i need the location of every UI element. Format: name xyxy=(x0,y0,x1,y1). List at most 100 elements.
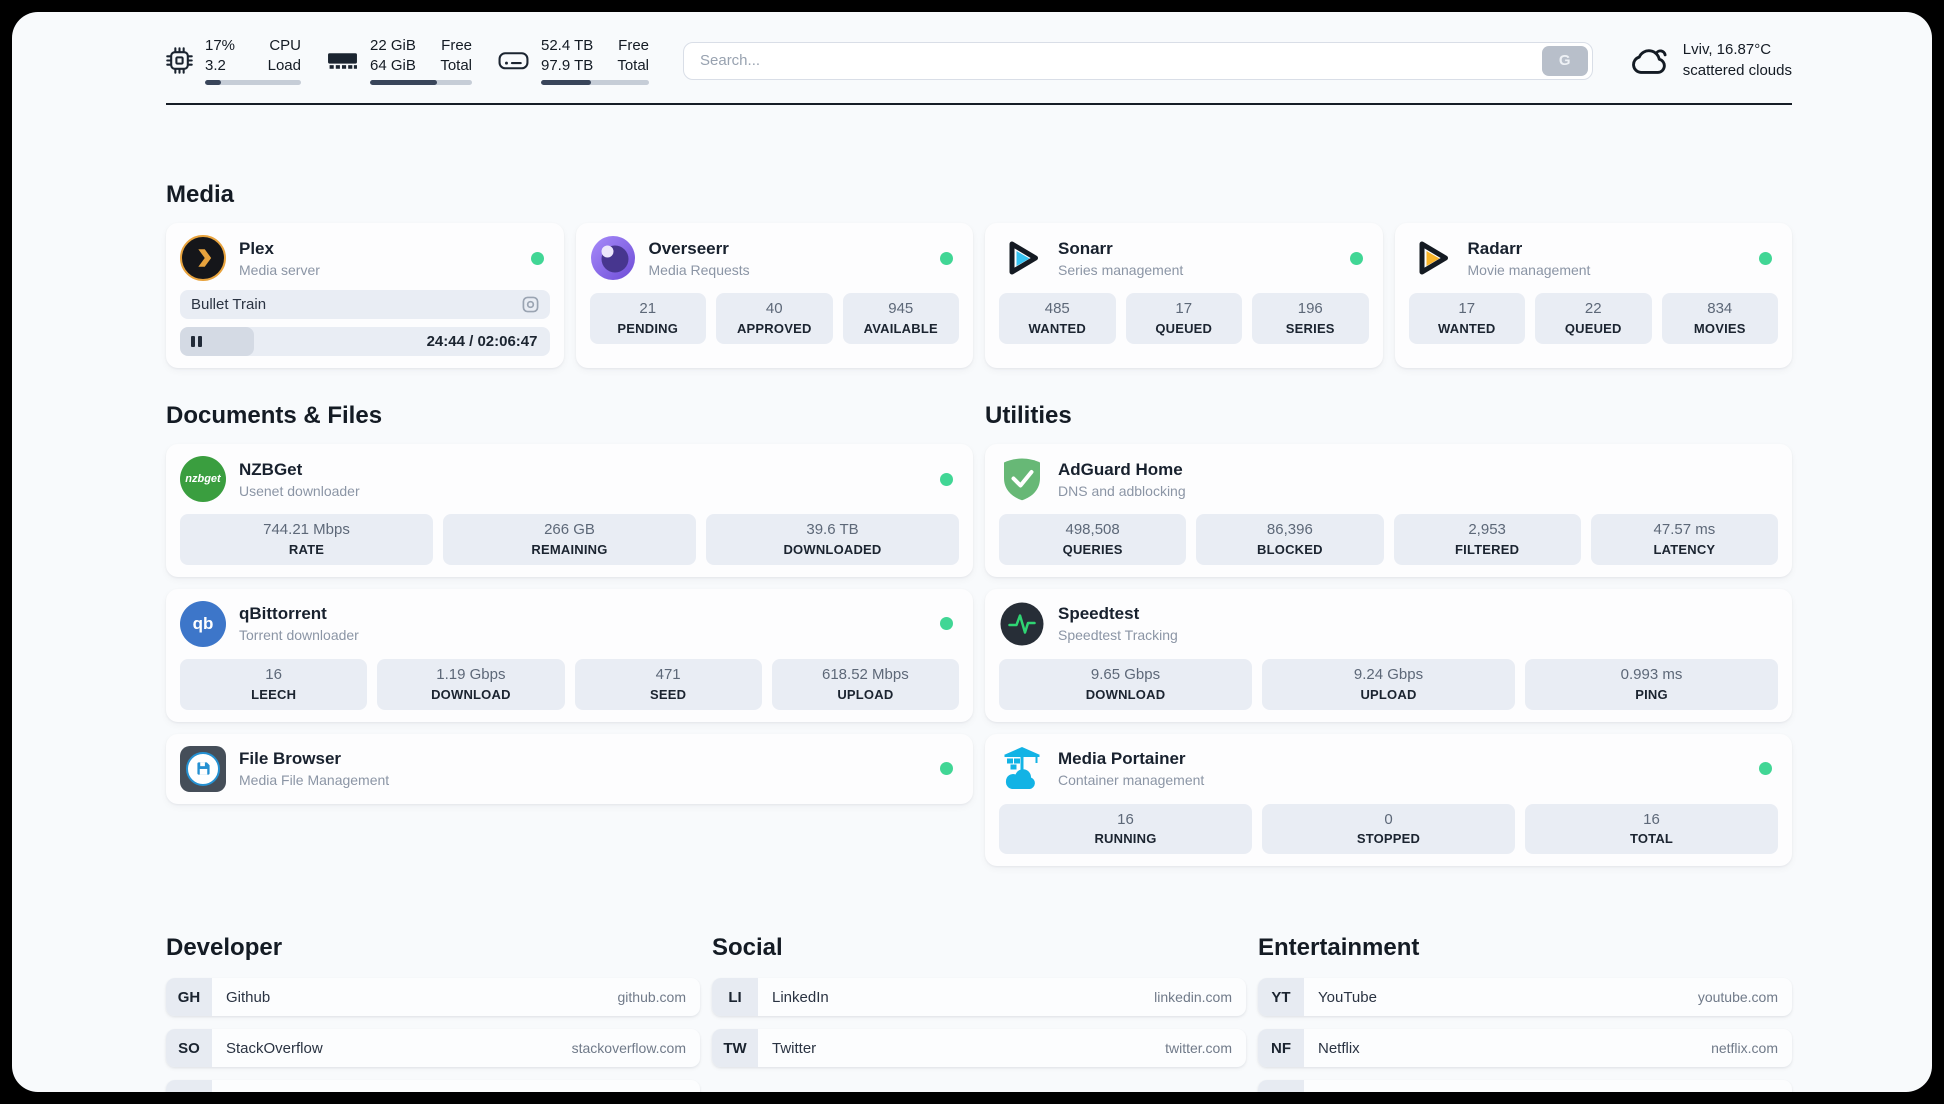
cpu-values: 17% 3.2 xyxy=(205,37,236,74)
stat-seed: 471 SEED xyxy=(574,658,762,710)
weather-location-temp: Lviv, 16.87°C xyxy=(1682,41,1772,59)
app-subtitle: DNS and adblocking xyxy=(1058,482,1186,499)
link-reddit[interactable]: RE Reddit reddit.com xyxy=(1258,1080,1792,1092)
app-title: Media Portainer xyxy=(1058,749,1186,768)
overseerr-card[interactable]: Overseerr Media Requests 21 PENDING 40 A… xyxy=(575,223,973,368)
link-url: dev.to xyxy=(649,1091,686,1092)
app-subtitle: Media server xyxy=(239,261,320,278)
nzbget-icon: nzbget xyxy=(180,456,226,502)
link-youtube[interactable]: YT YouTube youtube.com xyxy=(1258,978,1792,1017)
disk-labels: Free Total xyxy=(617,37,649,74)
stat-download: 1.19 Gbps DOWNLOAD xyxy=(377,658,565,710)
adguard-card[interactable]: AdGuard Home DNS and adblocking 498,508 … xyxy=(985,444,1792,577)
app-title: Sonarr xyxy=(1058,238,1113,258)
hard-drive-icon xyxy=(498,49,529,72)
stat-download: 9.65 Gbps DOWNLOAD xyxy=(999,658,1252,710)
ram-progress-bar xyxy=(370,80,472,85)
link-badge: GH xyxy=(166,978,212,1017)
link-url: linkedin.com xyxy=(1154,989,1232,1006)
disk-values: 52.4 TB 97.9 TB xyxy=(541,37,594,74)
link-netflix[interactable]: NF Netflix netflix.com xyxy=(1258,1029,1792,1068)
sonarr-card[interactable]: Sonarr Series management 485 WANTED 17 Q… xyxy=(985,223,1383,368)
link-github[interactable]: GH Github github.com xyxy=(166,978,700,1017)
link-linkedin[interactable]: LI LinkedIn linkedin.com xyxy=(712,978,1246,1017)
speedtest-icon xyxy=(999,601,1045,647)
link-twitter[interactable]: TW Twitter twitter.com xyxy=(712,1029,1246,1068)
search-engine-button[interactable]: G xyxy=(1541,45,1588,76)
nzbget-card[interactable]: nzbget NZBGet Usenet downloader 744.21 M… xyxy=(166,444,973,577)
stat-upload: 618.52 Mbps UPLOAD xyxy=(771,658,959,710)
section-heading-entertainment: Entertainment xyxy=(1258,934,1420,962)
utilities-column: Utilities AdGuard Home DNS and adblockin… xyxy=(985,402,1792,878)
status-dot xyxy=(1759,762,1772,775)
cpu-metric: 17% 3.2 CPU Load xyxy=(166,36,301,85)
stat-latency: 47.57 ms LATENCY xyxy=(1590,514,1778,565)
ram-values: 22 GiB 64 GiB xyxy=(370,37,416,74)
filebrowser-card[interactable]: File Browser Media File Management xyxy=(166,733,973,804)
link-url: reddit.com xyxy=(1713,1091,1778,1092)
link-badge: RE xyxy=(1258,1080,1304,1092)
stat-downloaded: 39.6 TB DOWNLOADED xyxy=(706,514,959,565)
link-url: youtube.com xyxy=(1697,989,1778,1006)
stat-approved: 40 APPROVED xyxy=(716,293,833,344)
link-badge: YT xyxy=(1258,978,1304,1017)
search-bar: G xyxy=(683,41,1593,80)
app-title: AdGuard Home xyxy=(1058,459,1183,479)
cpu-labels: CPU Load xyxy=(267,37,301,74)
adguard-icon xyxy=(999,456,1045,502)
now-playing-row: Bullet Train xyxy=(180,290,550,319)
ram-labels: Free Total xyxy=(440,37,472,74)
stat-upload: 9.24 Gbps UPLOAD xyxy=(1262,658,1515,710)
radarr-card[interactable]: Radarr Movie management 17 WANTED 22 QUE… xyxy=(1394,223,1792,368)
stat-wanted: 17 WANTED xyxy=(1408,293,1525,344)
stat-wanted: 485 WANTED xyxy=(999,293,1116,344)
playback-progress-bar: 24:44 / 02:06:47 xyxy=(180,327,550,356)
section-heading-media: Media xyxy=(166,181,235,208)
stat-series: 196 SERIES xyxy=(1252,293,1369,344)
link-badge: NF xyxy=(1258,1029,1304,1068)
stat-remaining: 266 GB REMAINING xyxy=(443,514,696,565)
stat-filtered: 2,953 FILTERED xyxy=(1393,514,1581,565)
link-dev[interactable]: DT DEV dev.to xyxy=(166,1080,700,1092)
cloud-icon xyxy=(1629,44,1671,77)
now-playing-title: Bullet Train xyxy=(191,296,267,313)
link-stackoverflow[interactable]: SO StackOverflow stackoverflow.com xyxy=(166,1029,700,1068)
link-name: DEV xyxy=(226,1091,257,1092)
section-heading-documents: Documents & Files xyxy=(166,402,383,429)
ram-icon xyxy=(327,50,358,71)
qbittorrent-card[interactable]: qb qBittorrent Torrent downloader 16 LEE… xyxy=(166,588,973,722)
top-bar: 17% 3.2 CPU Load xyxy=(166,12,1792,105)
link-name: Github xyxy=(226,988,271,1006)
link-badge: SO xyxy=(166,1029,212,1068)
link-name: Netflix xyxy=(1318,1039,1360,1057)
entertainment-links-column: Entertainment YT YouTube youtube.com NF … xyxy=(1258,934,1792,1092)
link-name: StackOverflow xyxy=(226,1039,323,1057)
link-name: Twitter xyxy=(772,1039,817,1057)
portainer-card[interactable]: Media Portainer Container management 16 … xyxy=(985,733,1792,867)
pause-button[interactable] xyxy=(191,327,202,356)
section-heading-social: Social xyxy=(712,934,783,962)
app-subtitle: Usenet downloader xyxy=(239,482,360,499)
speedtest-card[interactable]: Speedtest Speedtest Tracking 9.65 Gbps D… xyxy=(985,588,1792,722)
stat-running: 16 RUNNING xyxy=(999,803,1252,855)
search-input[interactable] xyxy=(683,41,1593,80)
media-card-grid: Plex Media server Bullet Train 24:44 / 0… xyxy=(166,223,1792,368)
weather-widget: Lviv, 16.87°C scattered clouds xyxy=(1629,40,1792,81)
stat-available: 945 AVAILABLE xyxy=(842,293,959,344)
app-title: Radarr xyxy=(1467,238,1523,258)
link-name: Reddit xyxy=(1318,1091,1361,1092)
link-name: YouTube xyxy=(1318,988,1377,1006)
qbittorrent-icon: qb xyxy=(180,600,226,647)
portainer-icon xyxy=(999,746,1045,792)
stat-pending: 21 PENDING xyxy=(589,293,706,344)
app-title: qBittorrent xyxy=(239,604,327,624)
now-playing-icon[interactable] xyxy=(522,296,539,313)
system-metrics: 17% 3.2 CPU Load xyxy=(166,36,649,85)
app-title: NZBGet xyxy=(239,459,303,479)
app-title: Overseerr xyxy=(648,238,729,258)
stat-queries: 498,508 QUERIES xyxy=(999,514,1187,565)
disk-progress-bar xyxy=(541,80,649,85)
status-dot xyxy=(940,762,953,775)
plex-card[interactable]: Plex Media server Bullet Train 24:44 / 0… xyxy=(166,223,564,368)
stat-movies: 834 MOVIES xyxy=(1661,293,1778,344)
